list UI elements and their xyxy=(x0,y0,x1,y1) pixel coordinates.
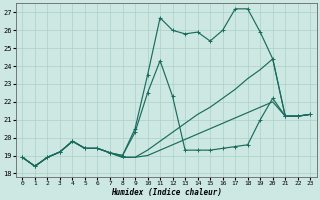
X-axis label: Humidex (Indice chaleur): Humidex (Indice chaleur) xyxy=(111,188,222,197)
